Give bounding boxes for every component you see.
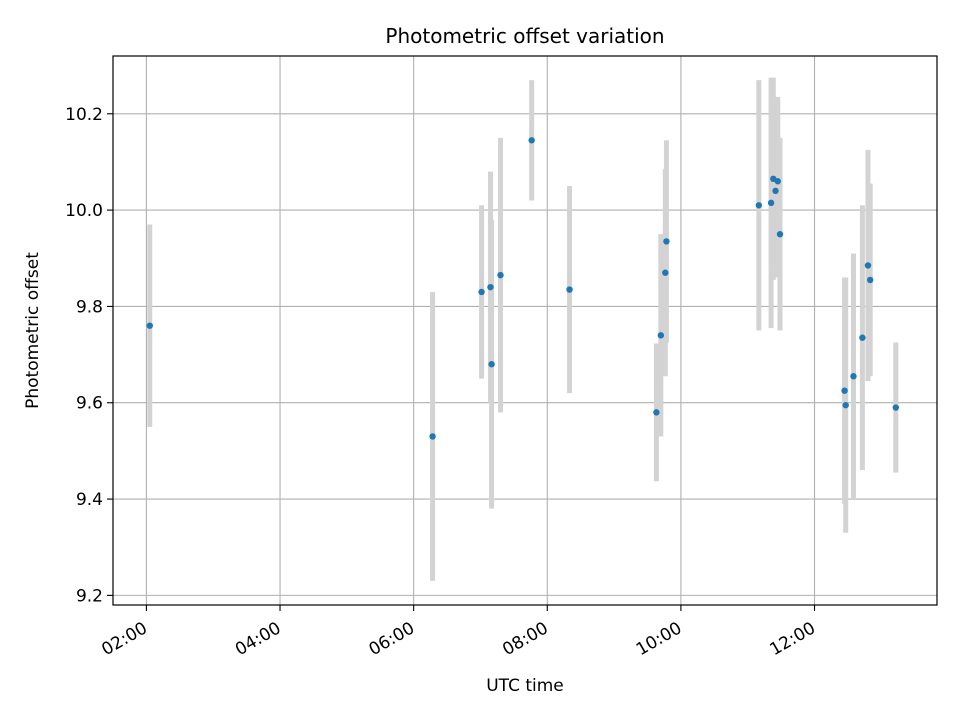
grid (113, 56, 937, 605)
data-point (842, 401, 849, 409)
data-point (892, 404, 899, 411)
data-point (146, 322, 153, 329)
data-point (859, 334, 866, 341)
y-tick-label: 9.4 (76, 490, 103, 510)
y-tick-label: 10.2 (65, 105, 103, 125)
data-point (657, 332, 665, 339)
data-points (146, 137, 899, 440)
y-axis-label: Photometric offset (23, 252, 43, 409)
data-point (772, 187, 779, 195)
x-axis-label: UTC time (486, 676, 564, 696)
data-point (850, 373, 857, 380)
y-tick-label: 9.8 (76, 297, 103, 317)
data-point (767, 199, 775, 207)
chart-title: Photometric offset variation (385, 24, 664, 48)
data-point (528, 137, 535, 144)
y-tick-label: 9.2 (76, 586, 103, 606)
data-point (755, 202, 763, 209)
data-point (429, 433, 436, 440)
data-point (497, 271, 504, 279)
data-point (478, 288, 485, 296)
data-point (662, 269, 669, 276)
data-point (866, 276, 874, 284)
data-point (774, 178, 781, 185)
y-tick-label: 9.6 (76, 394, 103, 414)
data-point (488, 361, 495, 368)
y-tick-label: 10.0 (65, 201, 103, 221)
data-point (663, 238, 670, 245)
data-point (653, 409, 660, 416)
data-point (864, 262, 872, 269)
data-point (566, 286, 573, 293)
data-point (776, 230, 784, 238)
data-point (841, 387, 848, 394)
plot-frame (112, 55, 938, 606)
data-point (487, 283, 494, 291)
